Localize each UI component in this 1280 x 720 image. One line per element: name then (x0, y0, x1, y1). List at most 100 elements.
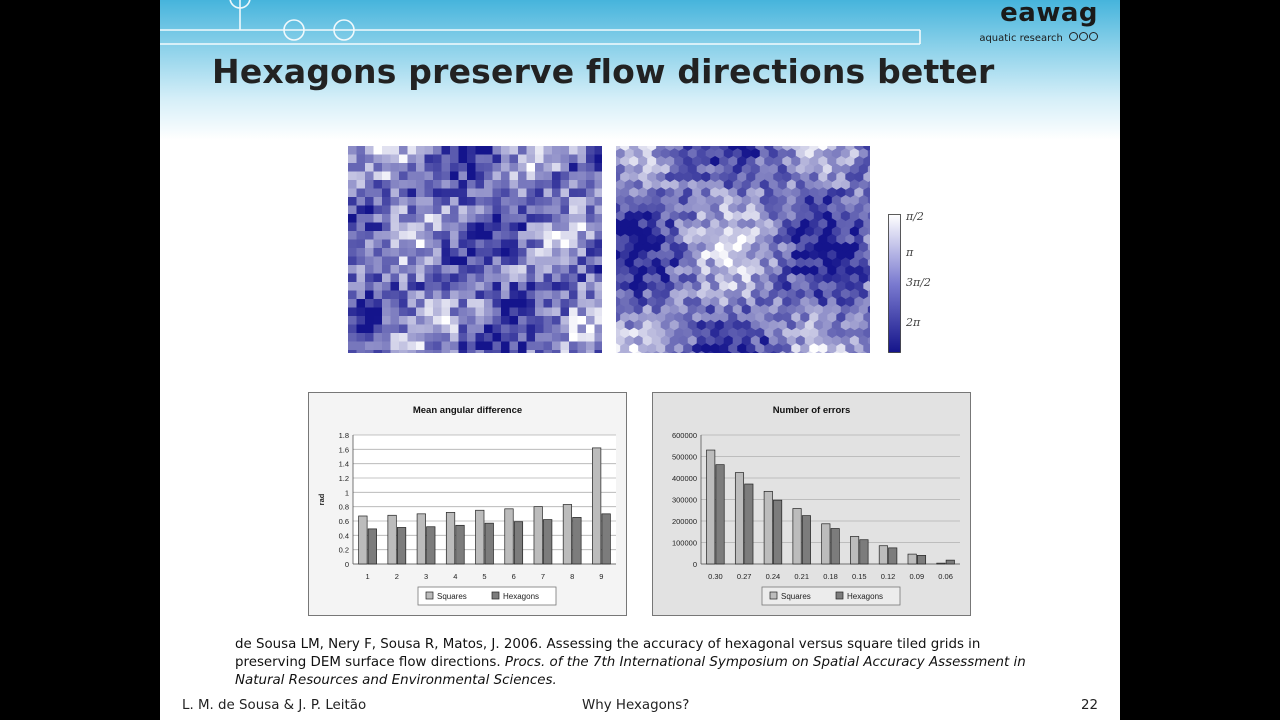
map-cell (484, 231, 493, 240)
map-hex-cell (809, 187, 819, 199)
map-hex-cell (624, 226, 635, 238)
map-hex-cell (692, 156, 702, 168)
map-hex-cell (651, 241, 662, 253)
map-cell (509, 341, 519, 351)
map-hex-cell (656, 202, 666, 214)
map-hex-cell (773, 343, 783, 353)
map-hex-cell (687, 273, 698, 285)
map-hex-cell (818, 202, 828, 214)
map-hex-cell (858, 273, 869, 285)
map-cell (416, 324, 425, 334)
map-cell (543, 154, 553, 164)
bar-squares (763, 490, 773, 565)
map-hex-cell (687, 288, 698, 300)
map-hex-cell (642, 241, 653, 253)
map-cell (416, 282, 425, 291)
map-hex-cell (746, 312, 756, 324)
map-hex-cell (692, 343, 702, 353)
map-hex-cell (782, 312, 792, 324)
map-hex-cell (656, 187, 666, 199)
map-cell (407, 282, 417, 291)
map-cell (526, 180, 536, 189)
map-hex-cell (638, 249, 648, 261)
map-hex-cell (750, 226, 761, 238)
map-cell (586, 350, 595, 353)
map-hex-cell (854, 156, 865, 168)
map-cell (441, 197, 451, 206)
map-hex-cell (791, 327, 801, 339)
map-cell (594, 248, 602, 257)
map-cell (586, 197, 595, 206)
map-cell (433, 273, 442, 283)
map-hex-cell (687, 319, 698, 331)
footer-authors: L. M. de Sousa & J. P. Leitão (182, 698, 367, 713)
map-cell (382, 146, 391, 155)
map-cell (518, 214, 527, 223)
map-hex-cell (678, 288, 689, 300)
map-cell (543, 350, 553, 353)
map-cell (399, 231, 408, 240)
map-cell (577, 146, 587, 155)
map-hex-cell (822, 257, 833, 269)
map-hex-cell (768, 257, 779, 269)
map-hex-cell (616, 257, 626, 269)
map-hex-cell (827, 327, 838, 339)
map-hex-cell (867, 336, 870, 346)
map-hex-cell (647, 202, 657, 214)
map-hex-cell (755, 343, 765, 353)
map-cell (594, 171, 602, 181)
bar-hexagons (744, 483, 754, 565)
legend-label: Hexagons (847, 592, 883, 601)
map-cell (399, 265, 408, 274)
map-hex-cell (674, 171, 684, 183)
map-cell (475, 214, 485, 223)
map-cell (526, 197, 536, 206)
map-hex-cell (791, 234, 801, 246)
map-hex-cell (732, 195, 743, 207)
map-hex-cell (719, 327, 729, 339)
map-cell (484, 265, 493, 274)
map-hex-cell (616, 179, 626, 191)
map-hex-cell (755, 156, 765, 168)
map-cell (458, 154, 468, 164)
map-hex-cell (755, 249, 765, 261)
map-hex-cell (669, 273, 680, 285)
map-hex-cell (863, 218, 870, 230)
map-hex-cell (741, 273, 752, 285)
map-hex-cell (764, 280, 774, 292)
map-cell (373, 239, 383, 249)
map-cell (407, 146, 417, 155)
map-cell (356, 265, 366, 274)
map-hex-cell (723, 241, 734, 253)
map-cell (543, 180, 553, 189)
map-cell (509, 239, 519, 249)
map-hex-cell (822, 319, 833, 331)
map-hex-cell (858, 257, 869, 269)
map-hex-cell (669, 241, 680, 253)
number-of-errors-chart: Number of errors010000020000030000040000… (652, 392, 971, 616)
map-cell (458, 299, 468, 308)
map-hex-cell (732, 179, 743, 191)
map-cell (373, 248, 383, 257)
map-hex-cell (678, 335, 689, 347)
map-cell (569, 154, 578, 164)
bar-squares (416, 513, 426, 565)
map-cell (560, 307, 570, 317)
map-cell (552, 214, 561, 223)
map-cell (509, 171, 519, 181)
map-cell (543, 248, 553, 257)
map-hex-cell (867, 258, 870, 268)
map-cell (526, 282, 536, 291)
map-cell (560, 163, 570, 172)
map-cell (535, 324, 544, 334)
map-cell (348, 239, 357, 249)
map-cell (356, 307, 366, 317)
map-hex-cell (822, 335, 833, 347)
map-hex-cell (647, 234, 657, 246)
map-hex-cell (696, 241, 707, 253)
map-hex-cell (642, 335, 653, 347)
map-hex-cell (665, 234, 675, 246)
map-hex-cell (647, 218, 657, 230)
map-hex-cell (831, 335, 842, 347)
map-hex-cell (678, 148, 689, 160)
